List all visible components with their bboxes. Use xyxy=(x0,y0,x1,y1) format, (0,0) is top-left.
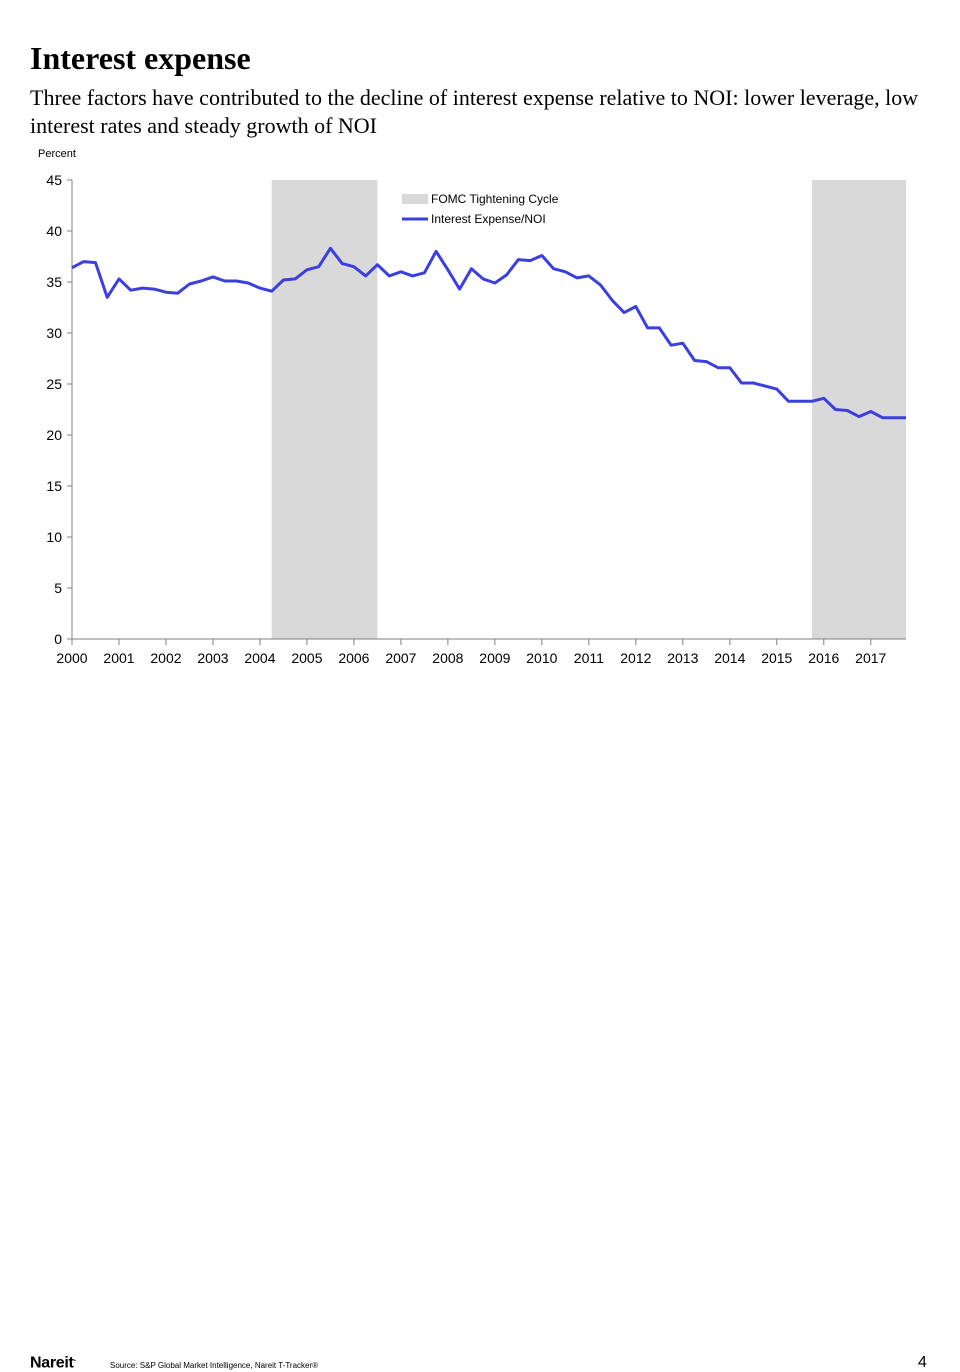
x-tick-label: 2007 xyxy=(385,650,416,666)
y-tick-label: 5 xyxy=(54,580,62,596)
y-axis-label: Percent xyxy=(38,148,76,160)
x-tick-label: 2010 xyxy=(526,650,557,666)
shaded-period-1 xyxy=(271,180,378,639)
x-tick-label: 2016 xyxy=(808,650,839,666)
y-tick-label: 20 xyxy=(46,427,62,443)
legend-label-fomc: FOMC Tightening Cycle xyxy=(431,192,559,206)
x-tick-label: 2013 xyxy=(667,650,698,666)
x-tick-label: 2011 xyxy=(574,650,604,666)
y-tick-label: 45 xyxy=(46,172,62,188)
y-tick-label: 35 xyxy=(46,274,62,290)
x-tick-label: 2003 xyxy=(197,650,228,666)
x-tick-label: 2006 xyxy=(338,650,369,666)
x-tick-label: 2005 xyxy=(291,650,322,666)
x-tick-label: 2000 xyxy=(56,650,87,666)
y-axis-ticks: 0 5 10 15 20 25 30 35 40 45 xyxy=(46,172,72,647)
x-tick-label: 2015 xyxy=(761,650,792,666)
slide-title: Interest expense xyxy=(30,40,251,76)
x-tick-label: 2001 xyxy=(103,650,134,666)
y-tick-label: 25 xyxy=(46,376,62,392)
chart-legend: FOMC Tightening Cycle Interest Expense/NO… xyxy=(402,192,559,226)
series-lines xyxy=(71,246,906,420)
legend-swatch-fomc xyxy=(402,194,428,204)
y-tick-label: 30 xyxy=(46,325,62,341)
y-tick-label: 40 xyxy=(46,223,62,239)
page-number: 4 xyxy=(918,1354,927,1371)
shaded-period-2 xyxy=(812,180,906,639)
x-tick-label: 2008 xyxy=(432,650,463,666)
x-tick-label: 2004 xyxy=(244,650,275,666)
series-line-interest-expense-noi xyxy=(71,246,906,420)
x-axis-ticks: 2000 2001 2002 2003 2004 2005 2006 2007 2008 2009… xyxy=(56,639,887,666)
shaded-periods xyxy=(271,180,906,639)
footer: Nareit. Source: S&P Global Market Intell… xyxy=(0,676,960,1371)
y-tick-label: 0 xyxy=(54,631,62,647)
x-tick-label: 2014 xyxy=(714,650,745,666)
x-tick-label: 2002 xyxy=(150,650,181,666)
nareit-logo: Nareit. xyxy=(30,1353,76,1372)
x-tick-label: 2009 xyxy=(479,650,510,666)
x-tick-label: 2017 xyxy=(855,650,886,666)
source-note: Source: S&P Global Market Intelligence, … xyxy=(110,1361,319,1370)
legend-label-interest-expense: Interest Expense/NOI xyxy=(431,212,546,226)
y-tick-label: 10 xyxy=(46,529,62,545)
chart-axes xyxy=(71,180,906,640)
x-tick-label: 2012 xyxy=(620,650,651,666)
slide-subtitle: Three factors have contributed to the de… xyxy=(30,85,919,138)
y-tick-label: 15 xyxy=(46,478,62,494)
